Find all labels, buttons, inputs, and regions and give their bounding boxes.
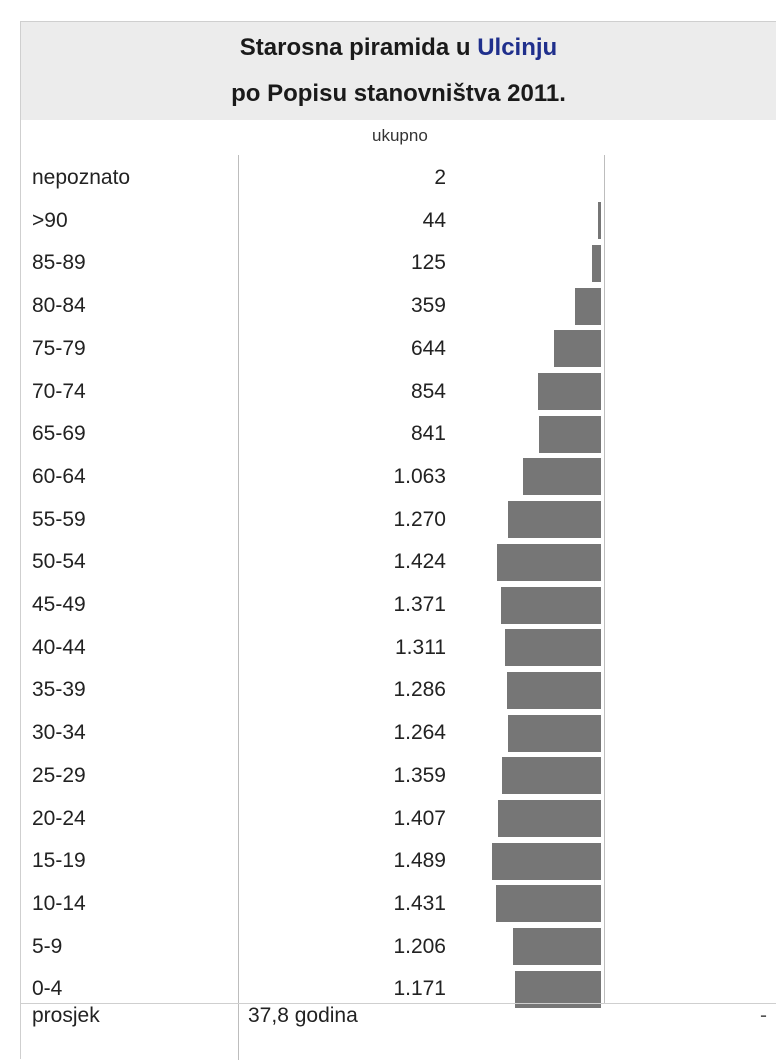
population-bar xyxy=(523,458,601,496)
population-value: 1.311 xyxy=(395,635,446,659)
divider-label-column xyxy=(238,155,239,1060)
population-bar xyxy=(591,244,601,282)
age-group-label: 0-4 xyxy=(32,977,63,1001)
population-value: 1.489 xyxy=(393,849,446,873)
population-value: 1.407 xyxy=(393,806,446,830)
age-group-label: 25-29 xyxy=(32,763,86,787)
age-group-label: 80-84 xyxy=(32,294,86,318)
population-value: 841 xyxy=(410,422,446,446)
population-bar xyxy=(501,757,601,795)
population-bar xyxy=(515,970,601,1008)
population-bar xyxy=(539,415,601,453)
age-group-label: 50-54 xyxy=(32,550,86,574)
title-prefix: Starosna piramida u xyxy=(239,34,478,61)
age-group-label: 60-64 xyxy=(32,464,86,488)
population-bar xyxy=(597,202,601,240)
age-group-label: 85-89 xyxy=(32,251,86,275)
population-bar xyxy=(500,586,601,624)
age-group-label: 5-9 xyxy=(32,934,63,958)
population-bar xyxy=(498,800,601,837)
column-header: ukupno xyxy=(372,126,428,145)
population-value: 1.206 xyxy=(393,934,446,958)
age-group-label: 20-24 xyxy=(32,806,86,830)
chart-title: Starosna piramida u Ulcinju po Popisu st… xyxy=(21,22,776,120)
population-bar xyxy=(574,287,601,325)
population-value: 1.270 xyxy=(393,507,446,531)
population-value: 359 xyxy=(410,294,446,318)
age-group-label: 45-49 xyxy=(32,593,86,616)
title-place-link[interactable]: Ulcinju xyxy=(477,34,558,61)
title-line-1: Starosna piramida u Ulcinju xyxy=(21,32,776,64)
population-value: 854 xyxy=(410,379,446,403)
population-value: 1.286 xyxy=(393,678,446,702)
age-group-label: 70-74 xyxy=(32,379,86,403)
age-group-label: 15-19 xyxy=(32,849,86,873)
population-value: 1.264 xyxy=(393,721,446,745)
population-bar xyxy=(505,629,601,667)
population-value: 2 xyxy=(434,166,446,189)
population-value: 644 xyxy=(410,336,446,360)
age-group-label: 35-39 xyxy=(32,678,86,702)
population-value: 1.171 xyxy=(393,977,446,1001)
title-line-2: po Popisu stanovništva 2011. xyxy=(231,80,566,107)
population-bar xyxy=(512,928,601,966)
age-group-label: 75-79 xyxy=(32,336,86,360)
population-value: 1.359 xyxy=(393,763,446,787)
population-value: 1.424 xyxy=(393,550,446,574)
age-group-label: 10-14 xyxy=(32,891,86,915)
age-group-label: 40-44 xyxy=(32,635,86,659)
population-value: 1.431 xyxy=(393,891,446,915)
population-bar xyxy=(553,330,601,368)
population-bar xyxy=(496,543,601,581)
table-frame xyxy=(20,21,776,1059)
age-group-label: 30-34 xyxy=(32,721,86,745)
population-value: 1.371 xyxy=(393,593,446,616)
population-bar xyxy=(538,373,601,410)
age-group-label: 65-69 xyxy=(32,422,86,446)
age-group-label: >90 xyxy=(32,208,68,232)
population-bar xyxy=(508,714,601,752)
age-group-label: 55-59 xyxy=(32,507,86,531)
population-value: 44 xyxy=(422,208,446,232)
population-bar xyxy=(496,885,601,923)
bar-axis-line xyxy=(604,155,605,1003)
average-right-cell: - xyxy=(760,1004,767,1027)
average-value: 37,8 godina xyxy=(248,1004,358,1027)
age-group-label: nepoznato xyxy=(32,166,131,189)
population-bar xyxy=(492,842,601,880)
average-label: prosjek xyxy=(32,1004,100,1027)
population-bar xyxy=(508,501,601,539)
footer-divider xyxy=(21,1003,776,1004)
population-bar xyxy=(506,671,601,709)
population-value: 125 xyxy=(410,251,446,275)
population-value: 1.063 xyxy=(393,464,446,488)
